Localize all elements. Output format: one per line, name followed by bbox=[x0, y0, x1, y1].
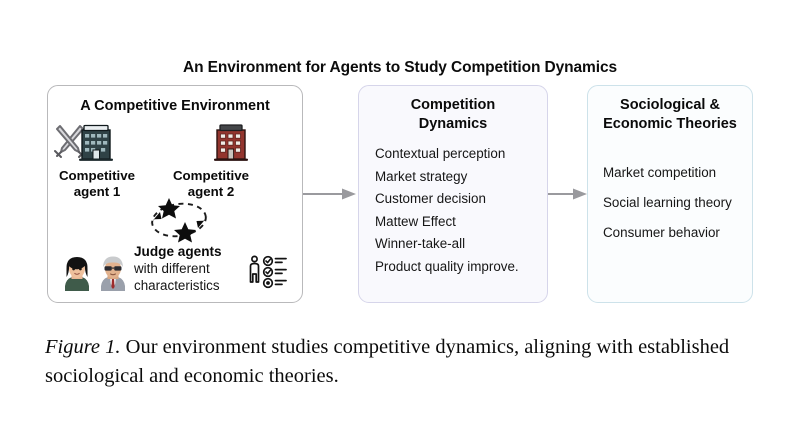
office-building-icon bbox=[214, 124, 248, 161]
figure-caption-label: Figure 1. bbox=[45, 336, 121, 358]
figure-caption-text: Our environment studies competitive dyna… bbox=[45, 336, 730, 387]
agent2-label-line1: Competitive bbox=[172, 168, 250, 183]
list-item: Market strategy bbox=[375, 168, 468, 184]
judge-agents-row: Judge agents with different characterist… bbox=[48, 243, 304, 299]
panel-dynamics-title: Competition Dynamics bbox=[359, 96, 547, 134]
diagram-container: A Competitive Environment bbox=[47, 85, 753, 303]
panel-theories-title-line1: Sociological & bbox=[620, 97, 720, 113]
panel-competitive-environment: A Competitive Environment bbox=[47, 85, 303, 303]
older-man-avatar-icon bbox=[101, 256, 125, 291]
agent1-label-line1: Competitive bbox=[58, 168, 136, 183]
list-item: Consumer behavior bbox=[603, 225, 720, 240]
panel-theories-title: Sociological & Economic Theories bbox=[588, 96, 752, 134]
panel-environment-title: A Competitive Environment bbox=[80, 98, 270, 114]
agent2-label-line2: agent 2 bbox=[187, 184, 235, 199]
list-item: Social learning theory bbox=[603, 195, 732, 210]
list-item: Winner-take-all bbox=[375, 236, 466, 251]
figure-caption: Figure 1. Our environment studies compet… bbox=[45, 333, 757, 391]
competition-dynamics-list: Contextual perception Market strategy Cu… bbox=[375, 143, 550, 278]
panel-theories-title-line2: Economic Theories bbox=[603, 116, 737, 132]
list-item: Customer decision bbox=[375, 191, 486, 206]
list-item: Market competition bbox=[603, 165, 717, 180]
competitive-agent-2-label: Competitive agent 2 bbox=[158, 168, 264, 200]
judge-agents-text: Judge agents with different characterist… bbox=[134, 243, 244, 294]
dashed-cycle-stars-icon bbox=[150, 198, 208, 243]
list-item: Product quality improve. bbox=[375, 258, 519, 274]
judge-agents-subtitle-line1: with different bbox=[134, 261, 210, 276]
woman-avatar-icon bbox=[65, 257, 89, 291]
figure-title: An Environment for Agents to Study Compe… bbox=[183, 59, 617, 76]
panel-sociological-economic-theories: Sociological & Economic Theories Market … bbox=[587, 85, 753, 303]
list-item: Contextual perception bbox=[375, 146, 506, 161]
panel-dynamics-title-line2: Dynamics bbox=[418, 116, 488, 132]
theories-list: Market competition Social learning theor… bbox=[603, 158, 758, 248]
panel-competition-dynamics: Competition Dynamics Contextual percepti… bbox=[358, 85, 548, 303]
judge-agents-heading: Judge agents bbox=[134, 244, 222, 259]
crossed-swords-icon bbox=[54, 125, 86, 158]
office-building-icon bbox=[79, 124, 113, 161]
arrow-right-icon bbox=[303, 188, 356, 200]
list-item: Mattew Effect bbox=[375, 213, 456, 229]
organizations-row bbox=[48, 119, 304, 167]
judge-agents-subtitle-line2: characteristics bbox=[134, 278, 220, 293]
arrow-right-icon bbox=[548, 188, 587, 200]
agent1-label-line2: agent 1 bbox=[73, 184, 121, 199]
panel-dynamics-title-line1: Competition bbox=[410, 97, 496, 113]
competitive-agent-1-label: Competitive agent 1 bbox=[44, 168, 150, 200]
survey-checklist-icon bbox=[249, 255, 287, 289]
